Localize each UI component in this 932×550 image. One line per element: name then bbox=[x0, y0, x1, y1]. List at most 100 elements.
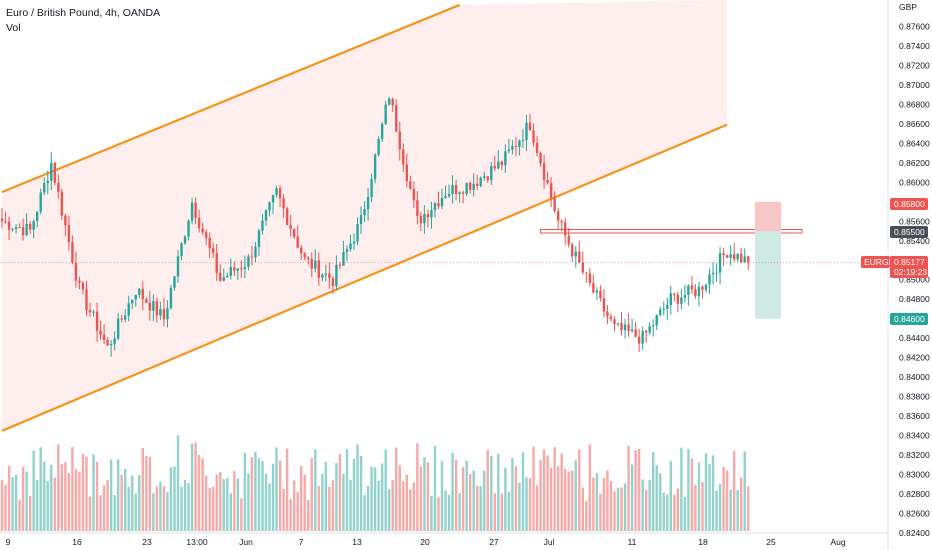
entry-level-box[interactable] bbox=[540, 229, 803, 234]
volume-bar bbox=[85, 456, 88, 531]
volume-bar bbox=[180, 486, 183, 531]
time-tick-label[interactable]: 18 bbox=[698, 537, 708, 547]
time-tick-label[interactable]: 20 bbox=[420, 537, 430, 547]
volume-bar bbox=[60, 464, 64, 531]
volume-bar bbox=[518, 482, 521, 531]
stop-loss-zone[interactable] bbox=[755, 201, 781, 232]
time-tick-label[interactable]: 7 bbox=[299, 537, 304, 547]
volume-bar bbox=[377, 480, 380, 531]
price-tick-label[interactable]: 0.82400 bbox=[899, 528, 930, 538]
volume-bar bbox=[673, 494, 676, 531]
volume-bar bbox=[567, 471, 570, 531]
volume-bar bbox=[250, 456, 254, 531]
candle-body bbox=[437, 203, 440, 207]
volume-bar bbox=[627, 445, 630, 531]
time-tick-label[interactable]: 25 bbox=[766, 537, 776, 547]
price-tick-label[interactable]: 0.86800 bbox=[899, 99, 930, 109]
price-tick-label[interactable]: 0.87200 bbox=[899, 60, 930, 70]
price-tick-label[interactable]: 0.84800 bbox=[899, 294, 930, 304]
candle-body bbox=[289, 225, 292, 229]
take-profit-zone[interactable] bbox=[755, 231, 781, 319]
channel-lower-line[interactable] bbox=[1, 123, 728, 432]
symbol-title[interactable]: Euro / British Pound, 4h, OANDA bbox=[6, 7, 161, 19]
candle-body bbox=[412, 189, 416, 201]
price-tick-label[interactable]: 0.85400 bbox=[899, 236, 930, 246]
time-tick-label[interactable]: 13 bbox=[352, 537, 362, 547]
candle-body bbox=[514, 146, 518, 148]
candle-body bbox=[588, 273, 592, 284]
candle-body bbox=[747, 256, 750, 263]
price-tick-label[interactable]: 0.82800 bbox=[899, 489, 930, 499]
volume-indicator-label[interactable]: Vol bbox=[6, 22, 21, 34]
candle-body bbox=[356, 224, 359, 242]
price-tick-label[interactable]: 0.86200 bbox=[899, 158, 930, 168]
price-tick-label[interactable]: 0.87400 bbox=[899, 41, 930, 51]
volume-bar bbox=[159, 481, 162, 531]
position-tool[interactable] bbox=[0, 201, 888, 319]
price-tick-label[interactable]: 0.87600 bbox=[899, 21, 930, 31]
candle-body bbox=[652, 325, 655, 327]
price-tick-label[interactable]: 0.83200 bbox=[899, 450, 930, 460]
volume-bar bbox=[507, 491, 511, 531]
price-tick-label[interactable]: 0.82600 bbox=[899, 509, 930, 519]
price-tick-label[interactable]: 0.83800 bbox=[899, 392, 930, 402]
candle-body bbox=[204, 232, 208, 238]
volume-bar bbox=[215, 474, 218, 531]
time-tick-label[interactable]: 23 bbox=[142, 537, 152, 547]
volume-bar bbox=[307, 499, 310, 531]
volume-bar bbox=[472, 470, 475, 531]
time-tick-label[interactable]: 13:00 bbox=[186, 537, 208, 547]
time-axis-ticks[interactable]: 9 16 23 13:00 Jun 7 13 20 27 Jul 11 18 25 Aug bbox=[6, 537, 846, 547]
time-tick-label[interactable]: Jun bbox=[239, 537, 253, 547]
candle-body bbox=[490, 166, 493, 181]
volume-bar bbox=[212, 486, 215, 531]
time-tick-label[interactable]: 9 bbox=[6, 537, 11, 547]
volume-bar bbox=[331, 480, 335, 531]
volume-bar bbox=[264, 473, 268, 531]
candle-body bbox=[458, 192, 461, 195]
price-tick-label[interactable]: 0.84400 bbox=[899, 333, 930, 343]
candle-body bbox=[461, 192, 465, 194]
price-tick-label[interactable]: 0.86600 bbox=[899, 119, 930, 129]
candle-body bbox=[36, 211, 39, 222]
candle-body bbox=[500, 161, 504, 166]
price-tick-label[interactable]: 0.86400 bbox=[899, 138, 930, 148]
candle-body bbox=[106, 339, 109, 346]
time-tick-label[interactable]: 11 bbox=[628, 537, 637, 547]
price-axis-ticks[interactable]: 0.87600 0.87400 0.87200 0.87000 0.86800 0.866… bbox=[899, 21, 930, 538]
volume-bar bbox=[99, 495, 102, 531]
volume-bar bbox=[402, 481, 405, 531]
candle-body bbox=[215, 253, 218, 273]
channel-upper-line[interactable] bbox=[1, 3, 461, 194]
time-tick-label[interactable]: 16 bbox=[72, 537, 82, 547]
candle-body bbox=[359, 215, 363, 225]
volume-bar bbox=[7, 465, 11, 531]
price-tick-label[interactable]: 0.86000 bbox=[899, 177, 930, 187]
candle-body bbox=[14, 227, 18, 229]
price-tick-label[interactable]: 0.85600 bbox=[899, 216, 930, 226]
candle-body bbox=[250, 256, 254, 258]
candle-body bbox=[715, 272, 718, 274]
candle-body bbox=[585, 272, 588, 274]
time-tick-label[interactable]: Aug bbox=[830, 537, 845, 547]
candle-body bbox=[11, 228, 14, 230]
volume-bar bbox=[620, 487, 623, 531]
volume-bar bbox=[655, 465, 658, 531]
price-tick-label[interactable]: 0.84000 bbox=[899, 372, 930, 382]
candle-body bbox=[711, 272, 715, 275]
price-tick-label[interactable]: 0.83000 bbox=[899, 470, 930, 480]
volume-bar bbox=[14, 474, 18, 531]
candle-body bbox=[405, 164, 408, 182]
price-tick-label[interactable]: 0.85000 bbox=[899, 275, 930, 285]
parallel-channel[interactable] bbox=[1, 3, 728, 432]
time-tick-label[interactable]: Jul bbox=[544, 537, 555, 547]
price-tick-label[interactable]: 0.83400 bbox=[899, 431, 930, 441]
time-tick-label[interactable]: 27 bbox=[489, 537, 499, 547]
price-tick-label[interactable]: 0.87000 bbox=[899, 80, 930, 90]
candle-body bbox=[440, 197, 444, 207]
candle-body bbox=[292, 228, 296, 237]
volume-bar bbox=[690, 458, 694, 531]
price-tick-label[interactable]: 0.84200 bbox=[899, 353, 930, 363]
price-tick-label[interactable]: 0.83600 bbox=[899, 411, 930, 421]
